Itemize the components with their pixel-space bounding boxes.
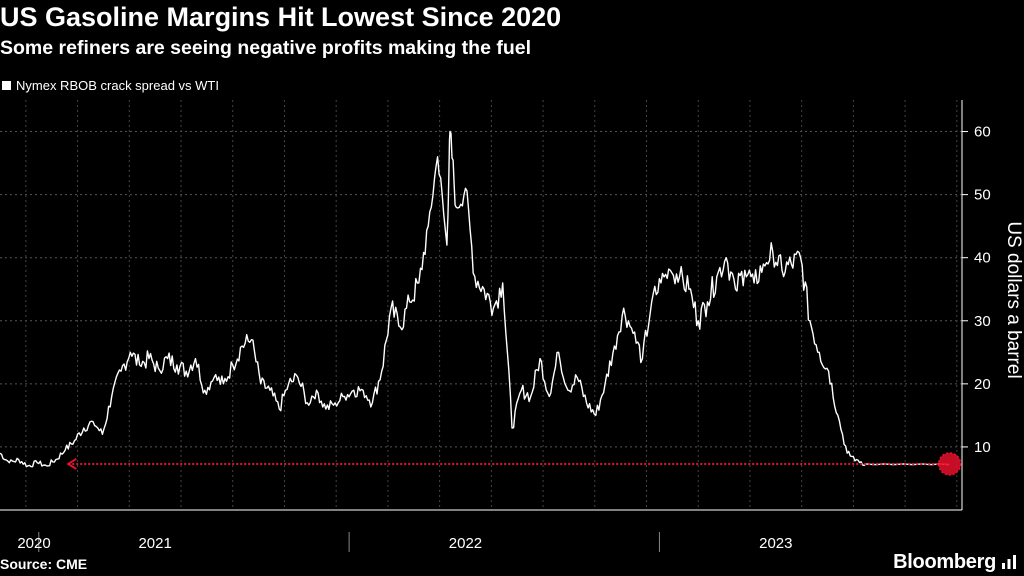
x-tick-label-2021: 2021 (138, 535, 171, 552)
legend: Nymex RBOB crack spread vs WTI (2, 78, 219, 93)
series-line-rbob-crack-spread (0, 130, 950, 468)
bloomberg-logo: Bloomberg (893, 551, 996, 573)
y-tick-label-30: 30 (974, 313, 991, 330)
chart-subtitle: Some refiners are seeing negative profit… (0, 37, 531, 59)
y-tick-label-60: 60 (974, 124, 991, 141)
x-tick-label-2020: 2020 (17, 535, 50, 552)
x-tick-label-2023: 2023 (759, 535, 792, 552)
latest-value-marker (937, 452, 962, 476)
x-tick-label-2022: 2022 (449, 535, 482, 552)
y-tick-label-20: 20 (974, 376, 991, 393)
y-tick-label-50: 50 (974, 187, 991, 204)
source-note: Source: CME (0, 556, 88, 572)
bloomberg-terminal-icon (1000, 553, 1018, 571)
y-axis-label: US dollars a barrel (1003, 221, 1024, 379)
chart-title: US Gasoline Margins Hit Lowest Since 202… (0, 2, 562, 32)
legend-swatch (2, 81, 11, 90)
y-tick-label-40: 40 (974, 250, 991, 267)
reference-arrowhead (66, 458, 77, 470)
legend-label: Nymex RBOB crack spread vs WTI (16, 78, 219, 93)
y-tick-label-10: 10 (974, 439, 991, 456)
